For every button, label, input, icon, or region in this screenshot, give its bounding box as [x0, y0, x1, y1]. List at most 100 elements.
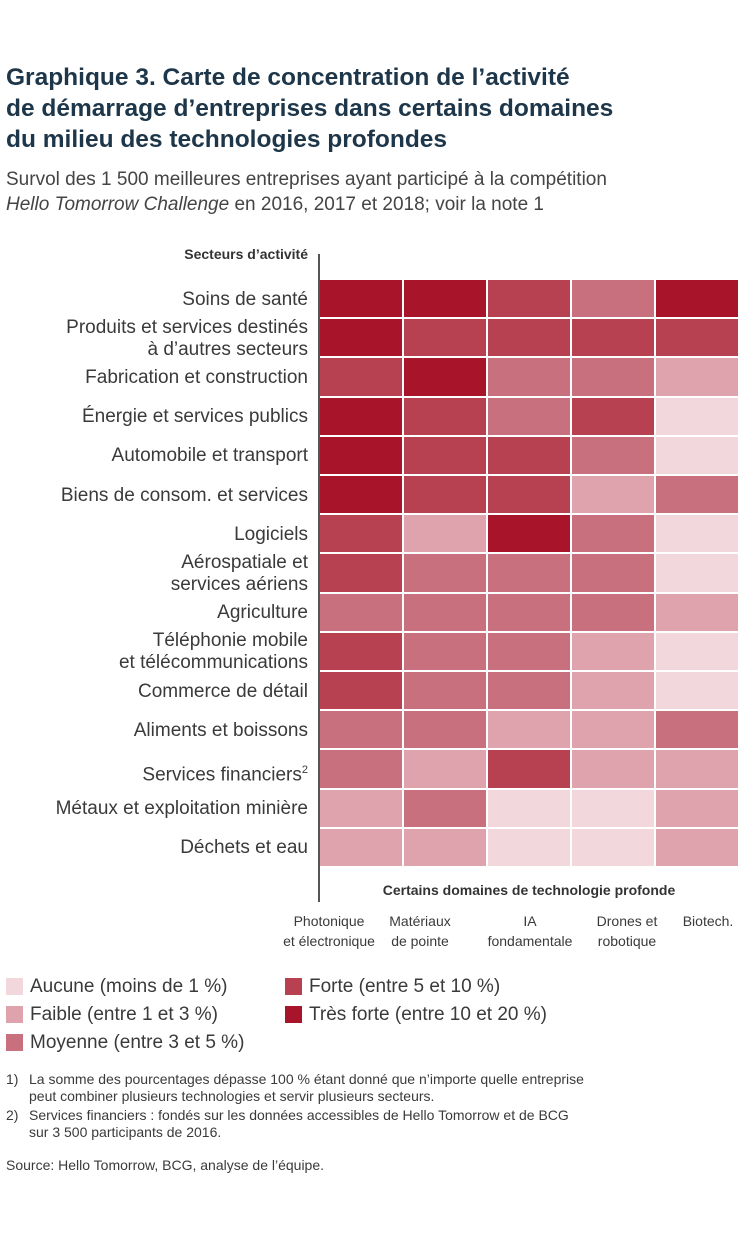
- footnote-number: 2): [6, 1107, 19, 1123]
- heatmap-cell: [404, 554, 486, 592]
- column-label: Photonique et électronique: [269, 911, 389, 951]
- row-label: Déchets et eau: [0, 837, 308, 859]
- heatmap-cell: [656, 672, 738, 710]
- heatmap-cell: [488, 476, 570, 514]
- heatmap-cell: [320, 750, 402, 788]
- row-label-line: Agriculture: [217, 602, 308, 624]
- row-label-line: Biens de consom. et services: [60, 484, 308, 506]
- footnote-line: Services financiers : fondés sur les don…: [29, 1107, 569, 1123]
- heatmap-cell: [404, 711, 486, 749]
- column-label-line: Drones et: [596, 913, 658, 929]
- heatmap-cell: [656, 711, 738, 749]
- heatmap-cell: [488, 711, 570, 749]
- heatmap-cell: [656, 436, 738, 474]
- heatmap-cell: [488, 554, 570, 592]
- heatmap-cell: [488, 358, 570, 396]
- row-label: Automobile et transport: [0, 445, 308, 467]
- heatmap-cell: [320, 476, 402, 514]
- heatmap-cell: [404, 789, 486, 827]
- footnote-line: peut combiner plusieurs technologies et …: [29, 1088, 435, 1104]
- row-label-line: Commerce de détail: [137, 680, 308, 702]
- column-label: Drones et robotique: [567, 911, 687, 951]
- heatmap-cell: [656, 476, 738, 514]
- heatmap-cell: [404, 672, 486, 710]
- heatmap-cell: [404, 632, 486, 670]
- footnote-number: 1): [6, 1071, 19, 1087]
- row-label-line: Logiciels: [234, 523, 308, 545]
- heatmap-cell: [404, 436, 486, 474]
- row-label: Métaux et exploitation minière: [0, 798, 308, 820]
- heatmap-cell: [488, 319, 570, 357]
- row-label: Énergie et services publics: [0, 406, 308, 428]
- heatmap-cell: [572, 319, 654, 357]
- subtitle-rest: en 2016, 2017 et 2018; voir la note 1: [229, 194, 544, 215]
- chart-title: Graphique 3. Carte de concentration de l…: [6, 62, 736, 155]
- heatmap-cell: [656, 632, 738, 670]
- row-label-line: et télécommunications: [118, 652, 308, 674]
- y-axis-title: Secteurs d’activité: [184, 246, 308, 262]
- row-label-line: Énergie et services publics: [82, 406, 308, 428]
- legend-label: Faible (entre 1 et 3 %): [30, 1004, 218, 1025]
- column-label-line: robotique: [597, 933, 657, 949]
- column-label-line: de pointe: [391, 933, 449, 949]
- footnote-line: sur 3 500 participants de 2016.: [29, 1124, 222, 1140]
- heatmap-cell: [656, 554, 738, 592]
- heatmap-cell: [488, 750, 570, 788]
- heatmap-cell: [656, 750, 738, 788]
- heatmap-cell: [656, 358, 738, 396]
- heatmap-cell: [488, 828, 570, 866]
- heatmap-cell: [656, 789, 738, 827]
- row-label: Aliments et boissons: [0, 720, 308, 742]
- legend-swatch: [285, 978, 302, 995]
- heatmap-cell: [572, 789, 654, 827]
- row-label-line: Métaux et exploitation minière: [55, 798, 308, 820]
- heatmap-cell: [572, 632, 654, 670]
- row-label: Agriculture: [0, 602, 308, 624]
- footnote-text: Services financiers : fondés sur les don…: [29, 1107, 729, 1141]
- row-label: Services financiers2: [0, 759, 308, 786]
- subtitle-italic: Hello Tomorrow Challenge: [6, 194, 230, 215]
- heatmap-cell: [572, 711, 654, 749]
- row-label: Produits et services destinés à d’autres …: [0, 317, 308, 361]
- chart-title-line: Graphique 3. Carte de concentration de l…: [6, 64, 570, 91]
- legend-swatch: [6, 1034, 23, 1051]
- row-label: Téléphonie mobile et télécommunications: [0, 630, 308, 674]
- heatmap-cell: [572, 280, 654, 318]
- row-label-line: à d’autres secteurs: [147, 338, 308, 360]
- legend-swatch: [6, 978, 23, 995]
- heatmap-cell: [404, 358, 486, 396]
- y-axis-line: [318, 254, 320, 902]
- heatmap-cell: [572, 515, 654, 553]
- heatmap-cell: [404, 476, 486, 514]
- x-axis-title: Certains domaines de technologie profond…: [382, 882, 676, 898]
- footnote: 2) Services financiers : fondés sur les d…: [6, 1107, 741, 1143]
- heatmap-cell: [656, 280, 738, 318]
- heatmap-cell: [404, 593, 486, 631]
- subtitle-line: Survol des 1 500 meilleures entreprises …: [6, 169, 607, 190]
- heatmap-cell: [572, 397, 654, 435]
- heatmap-cell: [404, 397, 486, 435]
- heatmap-cell: [656, 515, 738, 553]
- column-label-line: Photonique: [293, 913, 365, 929]
- heatmap-cell: [404, 828, 486, 866]
- heatmap-cell: [404, 319, 486, 357]
- row-label: Biens de consom. et services: [0, 485, 308, 507]
- row-label-line: Produits et services destinés: [66, 316, 308, 338]
- row-label: Aérospatiale et services aériens: [0, 552, 308, 596]
- source-note: Source: Hello Tomorrow, BCG, analyse de …: [6, 1157, 325, 1173]
- subtitle-line: Hello Tomorrow Challenge en 2016, 2017 e…: [6, 192, 741, 217]
- heatmap-cell: [320, 711, 402, 749]
- legend-swatch: [285, 1006, 302, 1023]
- heatmap-cell: [488, 593, 570, 631]
- heatmap-cell: [404, 280, 486, 318]
- column-label: Matériaux de pointe: [360, 911, 480, 951]
- row-label-line: Déchets et eau: [180, 837, 308, 859]
- row-label: Commerce de détail: [0, 681, 308, 703]
- heatmap-cell: [320, 358, 402, 396]
- footnote-line: La somme des pourcentages dépasse 100 % …: [29, 1071, 584, 1087]
- legend-label: Forte (entre 5 et 10 %): [309, 976, 501, 997]
- heatmap-cell: [488, 672, 570, 710]
- heatmap-cell: [488, 789, 570, 827]
- column-label-line: et électronique: [283, 933, 375, 949]
- column-label-line: Biotech.: [682, 913, 734, 929]
